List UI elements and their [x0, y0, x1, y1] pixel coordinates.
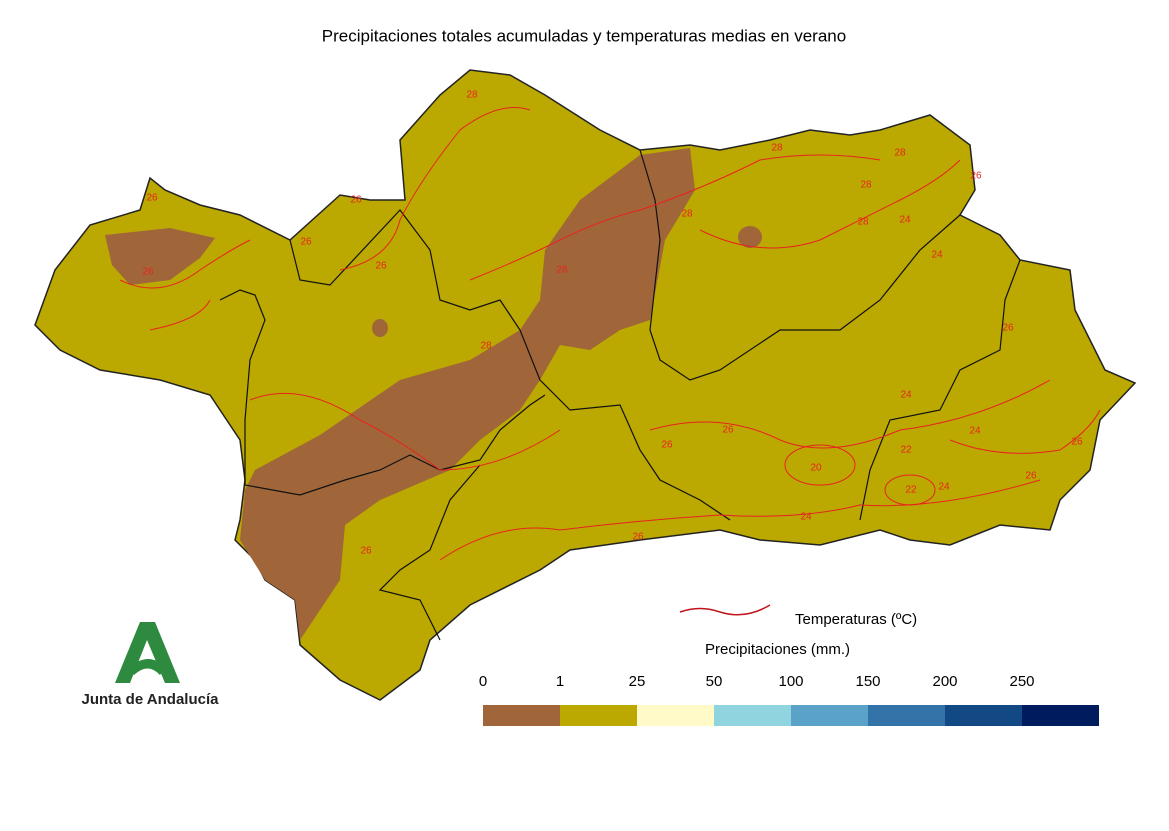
legend-line-sample [679, 604, 771, 616]
contour-label: 24 [899, 215, 911, 226]
contour [699, 159, 961, 249]
contour [949, 409, 1101, 454]
color-swatch [945, 705, 1022, 726]
contour-labels: 28 26 26 26 26 26 28 28 28 28 28 28 26 28 24 24 26 24 22 20… [142, 90, 1083, 557]
dry-area [372, 319, 388, 337]
contour [469, 154, 881, 281]
contour [784, 444, 856, 486]
contour-label: 22 [900, 445, 912, 456]
contour-label: 24 [938, 482, 950, 493]
logo: Junta de Andalucía [82, 622, 220, 708]
contour-label: 26 [300, 237, 312, 248]
dry-area [738, 226, 762, 248]
break-label: 50 [706, 673, 723, 690]
contour [649, 379, 1051, 449]
province-border [639, 149, 961, 381]
contour-label: 24 [900, 390, 912, 401]
break-label: 150 [855, 673, 880, 690]
break-label: 250 [1009, 673, 1034, 690]
contour-label: 26 [360, 546, 372, 557]
contour-label: 24 [931, 250, 943, 261]
color-swatch [637, 705, 714, 726]
color-swatch [1022, 705, 1099, 726]
contour [339, 107, 531, 271]
contour-label: 24 [800, 512, 812, 523]
contour-label: 28 [860, 180, 872, 191]
contour-label: 26 [632, 532, 644, 543]
title: Precipitaciones totales acumuladas y tem… [322, 26, 846, 45]
legend: Temperaturas (ºC) Precipitaciones (mm.) … [479, 604, 1099, 726]
break-label: 0 [479, 673, 487, 690]
break-label: 100 [778, 673, 803, 690]
dry-area [105, 228, 215, 285]
color-scale: 0 1 25 50 100 150 200 250 [479, 673, 1099, 726]
contour-label: 26 [375, 261, 387, 272]
province-border [289, 209, 731, 521]
contour-label: 28 [894, 148, 906, 159]
map: 28 26 26 26 26 26 28 28 28 28 28 28 26 28 24 24 26 24 22 20… [34, 69, 1137, 701]
contour-label: 26 [350, 195, 362, 206]
contour-label: 26 [661, 440, 673, 451]
province-border [378, 464, 481, 641]
color-swatch [791, 705, 868, 726]
contour-label: 26 [1025, 471, 1037, 482]
contour-label: 20 [810, 463, 822, 474]
contour-label: 26 [722, 425, 734, 436]
dry-area [240, 148, 695, 640]
break-label: 25 [629, 673, 646, 690]
contour-label: 28 [857, 217, 869, 228]
province-borders [219, 149, 1021, 641]
temperature-label: Temperaturas (ºC) [795, 611, 917, 628]
dry-areas [105, 148, 762, 640]
color-swatch [868, 705, 945, 726]
break-label: 200 [932, 673, 957, 690]
contour-label: 28 [556, 265, 568, 276]
color-swatch [714, 705, 791, 726]
contour-label: 28 [681, 209, 693, 220]
contour-label: 28 [480, 341, 492, 352]
contour-label: 26 [142, 267, 154, 278]
contour [439, 479, 1041, 561]
break-label: 1 [556, 673, 564, 690]
province-border [219, 289, 546, 496]
contour [249, 392, 561, 471]
contour-label: 26 [970, 171, 982, 182]
color-swatch [483, 705, 560, 726]
logo-text: Junta de Andalucía [82, 691, 220, 708]
province-border [859, 259, 1021, 521]
color-swatch [560, 705, 637, 726]
contour-label: 24 [969, 426, 981, 437]
contour-label: 26 [1071, 437, 1083, 448]
precipitation-label: Precipitaciones (mm.) [705, 641, 850, 658]
logo-mark [128, 659, 165, 675]
contour-label: 28 [771, 143, 783, 154]
contour-label: 28 [466, 90, 478, 101]
temperature-contours [119, 107, 1101, 561]
contour [119, 239, 251, 331]
contour-label: 22 [905, 485, 917, 496]
contour-label: 26 [1002, 323, 1014, 334]
contour-label: 26 [146, 193, 158, 204]
